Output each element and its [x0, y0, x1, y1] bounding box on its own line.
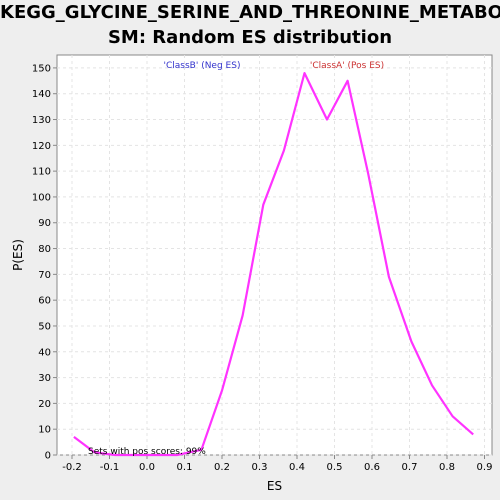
chart-title: KEGG_GLYCINE_SERINE_AND_THREONINE_METABO…: [0, 0, 500, 50]
annotation-pos-es: 'ClassA' (Pos ES): [310, 61, 384, 71]
x-tick-label: 0.9: [477, 462, 493, 473]
x-axis-label: ES: [267, 479, 282, 493]
axes: 0 10 20 30 40 50 60 70 80 90 100 110 120 130 140 150 -0.…: [32, 63, 493, 473]
y-tick-label: 40: [38, 347, 51, 358]
y-tick-label: 20: [38, 399, 51, 410]
series-layer: [73, 71, 474, 457]
y-tick-label: 80: [38, 244, 51, 255]
y-axis-label: P(ES): [11, 239, 25, 271]
y-tick-label: 120: [32, 141, 51, 152]
annotation-neg-es: 'ClassB' (Neg ES): [164, 61, 241, 71]
y-tick-label: 60: [38, 296, 51, 307]
annotation-pos-scores: Sets with pos scores: 99%: [88, 447, 206, 457]
x-tick-label: 0.4: [289, 462, 305, 473]
chart-title-line-1: KEGG_GLYCINE_SERINE_AND_THREONINE_METABO…: [0, 2, 500, 23]
y-tick-label: 90: [38, 218, 51, 229]
x-tick-label: 0.0: [139, 462, 155, 473]
x-tick-label: 0.6: [364, 462, 380, 473]
y-tick-label: 100: [32, 192, 51, 203]
x-tick-label: 0.3: [252, 462, 268, 473]
x-tick-label: 0.7: [402, 462, 418, 473]
y-tick-label: 10: [38, 425, 51, 436]
y-tick-label: 150: [32, 63, 51, 74]
y-tick-label: 70: [38, 270, 51, 281]
x-tick-label: 0.8: [439, 462, 455, 473]
y-tick-label: 50: [38, 321, 51, 332]
x-tick-label: -0.1: [100, 462, 120, 473]
chart-title-line-2: SM: Random ES distribution: [107, 27, 393, 48]
x-tick-label: 0.5: [327, 462, 343, 473]
series-line: [73, 71, 474, 457]
y-tick-label: 30: [38, 373, 51, 384]
x-tick-label: -0.2: [62, 462, 82, 473]
grid-lines: [57, 55, 492, 456]
y-tick-label: 130: [32, 115, 51, 126]
plot-area: [56, 54, 493, 456]
y-tick-label: 0: [45, 451, 51, 462]
y-tick-label: 110: [32, 167, 51, 178]
x-tick-label: 0.2: [214, 462, 230, 473]
y-tick-label: 140: [32, 89, 51, 100]
x-tick-label: 0.1: [177, 462, 193, 473]
